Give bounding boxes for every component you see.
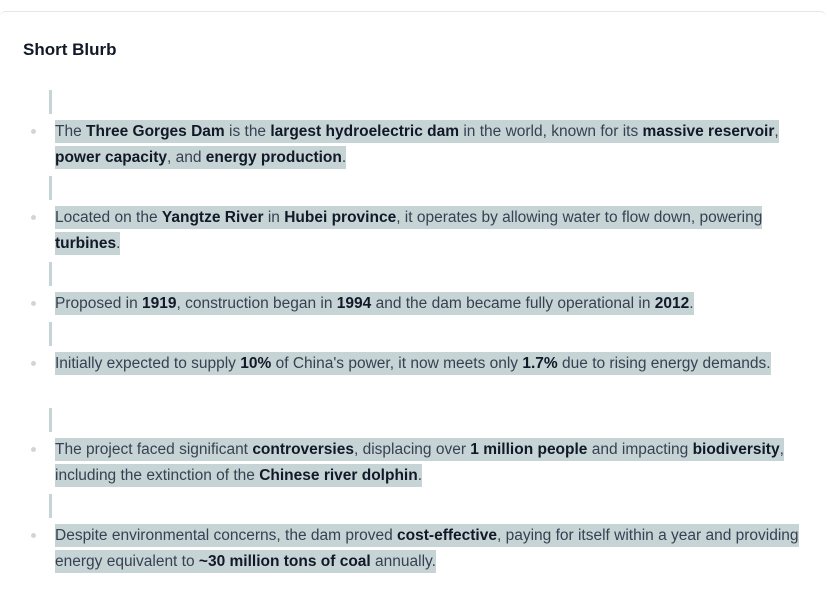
text-run: annually. [370,553,436,570]
bold-phrase: 1 million people [470,441,588,458]
text-run: Located on the [55,209,162,226]
bold-phrase: 2012 [654,295,690,312]
text-run: , it operates by allowing water to flow … [396,209,763,226]
text-run: . [341,149,347,166]
bullet-icon [31,215,36,220]
text-run: Despite environmental concerns, the dam … [55,527,398,544]
text-run: . [689,295,694,312]
bold-phrase: power capacity [55,149,167,166]
bold-phrase: Yangtze River [161,209,264,226]
item-text: Initially expected to supply 10% of Chin… [55,352,771,375]
item-text: Proposed in 1919, construction began in … [55,292,694,315]
text-run: and the dam became fully operational in [371,295,655,312]
bold-phrase: largest hydroelectric dam [270,123,460,140]
text-run: and impacting [587,441,693,458]
text-run: , displacing over [353,441,471,458]
bullet-icon [31,533,36,538]
bullet-icon [31,361,36,366]
text-cursor [49,262,52,286]
text-run: is the [224,123,271,140]
text-run: The project faced significant [55,441,253,458]
bold-phrase: 1.7% [522,355,558,372]
text-cursor [49,90,52,114]
item-text: The Three Gorges Dam is the largest hydr… [55,120,779,169]
blurb-card: Short Blurb The Three Gorges Dam is the … [0,11,826,612]
text-run: , and [167,149,206,166]
text-run: , including the extinction of the [55,441,784,484]
item-text: Despite environmental concerns, the dam … [55,524,799,573]
bold-phrase: 10% [240,355,272,372]
text-run: . [417,467,423,484]
text-cursor [49,322,52,346]
bold-phrase: massive reservoir [642,123,775,140]
bold-phrase: controversies [252,441,354,458]
bold-phrase: Chinese river dolphin [259,467,418,484]
bold-phrase: 1919 [142,295,177,312]
text-run: in [263,209,285,226]
bold-phrase: Hubei province [284,209,397,226]
text-cursor [49,408,52,432]
bold-phrase: Three Gorges Dam [86,123,225,140]
text-run: of China's power, it now meets only [271,355,523,372]
text-run: Proposed in [55,295,143,312]
bold-phrase: biodiversity [692,441,780,458]
bold-phrase: turbines [55,235,117,252]
bold-phrase: ~30 million tons of coal [198,553,371,570]
text-run: , paying for itself within a year and pr… [55,527,799,570]
text-cursor [49,176,52,200]
bold-phrase: cost-effective [397,527,497,544]
bullet-icon [31,301,36,306]
text-run: The [55,123,87,140]
bullet-icon [31,447,36,452]
item-text: Located on the Yangtze River in Hubei pr… [55,206,763,255]
text-run: Initially expected to supply [55,355,241,372]
bold-phrase: energy production [205,149,342,166]
bold-phrase: 1994 [336,295,372,312]
text-run: . [116,235,121,252]
text-cursor [49,494,52,518]
text-run: due to rising energy demands. [557,355,771,372]
item-text: The project faced significant controvers… [55,438,784,487]
text-run: , [774,123,779,140]
text-run: in the world, known for its [459,123,643,140]
text-run: , construction began in [176,295,337,312]
section-title: Short Blurb [23,40,117,59]
bullet-icon [31,129,36,134]
